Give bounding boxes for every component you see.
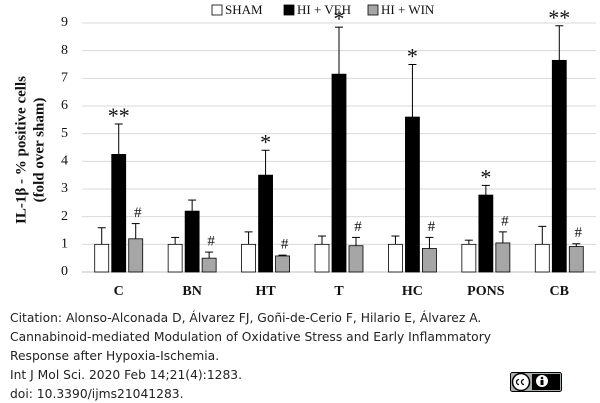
error-bar — [188, 199, 197, 212]
bar — [348, 245, 364, 273]
y-tick-label: 3 — [61, 181, 68, 196]
x-tick-label: PONS — [467, 284, 505, 299]
error-bar — [205, 251, 214, 259]
significance-mark: # — [501, 213, 509, 229]
bar — [461, 243, 477, 273]
error-bar — [408, 64, 417, 118]
error-bar — [464, 239, 473, 245]
citation-line: Cannabinoid-mediated Modulation of Oxida… — [10, 330, 492, 344]
significance-mark: # — [575, 225, 583, 241]
bar — [478, 194, 494, 273]
significance-mark: # — [428, 219, 436, 235]
x-tick-label: CB — [550, 284, 569, 299]
significance-mark: ** — [108, 103, 130, 128]
y-tick-label: 6 — [61, 98, 68, 113]
legend-swatch — [283, 4, 295, 16]
citation-line: Response after Hypoxia-Ischemia. — [10, 349, 220, 363]
citation-line: Int J Mol Sci. 2020 Feb 14;21(4):1283. — [10, 368, 243, 382]
x-tick-label: HT — [255, 284, 276, 299]
error-bar — [335, 26, 343, 75]
significance-mark: # — [354, 219, 362, 235]
error-bar — [572, 243, 581, 247]
bar — [331, 73, 347, 273]
bar — [111, 154, 127, 273]
significance-mark: * — [407, 44, 418, 69]
y-tick-label: 7 — [61, 71, 68, 86]
bar — [275, 255, 290, 273]
legend-swatch — [211, 4, 223, 16]
bar — [422, 248, 437, 273]
error-bar — [318, 235, 326, 245]
bar — [184, 210, 200, 273]
bar — [405, 116, 420, 273]
error-bar — [481, 184, 490, 196]
significance-mark: ** — [548, 5, 570, 30]
y-tick-label: 5 — [61, 126, 68, 141]
bar — [258, 174, 273, 273]
error-bar — [244, 231, 253, 245]
bar — [241, 243, 256, 273]
error-bar — [171, 236, 180, 245]
legend-swatch — [367, 4, 379, 16]
y-tick-label: 2 — [61, 209, 68, 224]
error-bar — [391, 235, 400, 245]
y-axis-label: IL-1β - % positive cells — [13, 76, 29, 224]
significance-mark: * — [260, 129, 271, 154]
bar — [568, 246, 584, 273]
bar — [201, 257, 217, 273]
bar — [314, 243, 330, 273]
x-tick-label: T — [334, 284, 344, 299]
error-bar — [425, 236, 434, 249]
license-icon — [510, 372, 562, 392]
bar — [167, 243, 183, 273]
y-tick-label: 8 — [61, 43, 68, 58]
bar — [534, 243, 550, 273]
citation-line: doi: 10.3390/ijms21041283. — [10, 387, 184, 401]
bar — [94, 243, 110, 273]
y-tick-label: 1 — [61, 237, 68, 252]
error-bar — [538, 225, 547, 245]
legend-label: HI + VEH — [297, 2, 351, 17]
bar — [551, 59, 567, 273]
significance-mark: # — [281, 237, 289, 253]
x-tick-label: C — [114, 284, 124, 299]
error-bar — [261, 149, 270, 176]
x-tick-label: BN — [182, 284, 201, 299]
error-bar — [97, 227, 106, 245]
y-tick-label: 0 — [61, 264, 68, 279]
significance-mark: * — [480, 164, 491, 189]
significance-mark: * — [334, 6, 345, 31]
y-tick-label: 4 — [61, 154, 68, 169]
x-tick-label: HC — [402, 284, 423, 299]
legend-label: SHAM — [225, 2, 263, 17]
error-bar — [555, 25, 564, 61]
error-bar — [278, 254, 287, 256]
significance-mark: # — [134, 205, 142, 221]
bar — [128, 238, 144, 273]
bar — [388, 243, 403, 273]
citation-line: Citation: Alonso-Alconada D, Álvarez FJ,… — [10, 311, 482, 325]
significance-mark: # — [207, 234, 215, 250]
error-bar — [352, 236, 360, 246]
y-tick-label: 9 — [61, 15, 68, 30]
error-bar — [131, 223, 140, 239]
y-axis-label: (fold over sham) — [31, 98, 47, 203]
error-bar — [498, 231, 507, 243]
chart: IL-1β - % positive cells (fold over sham… — [13, 2, 596, 299]
legend-label: HI + WIN — [381, 2, 435, 17]
bar — [495, 242, 511, 273]
error-bar — [114, 123, 123, 155]
